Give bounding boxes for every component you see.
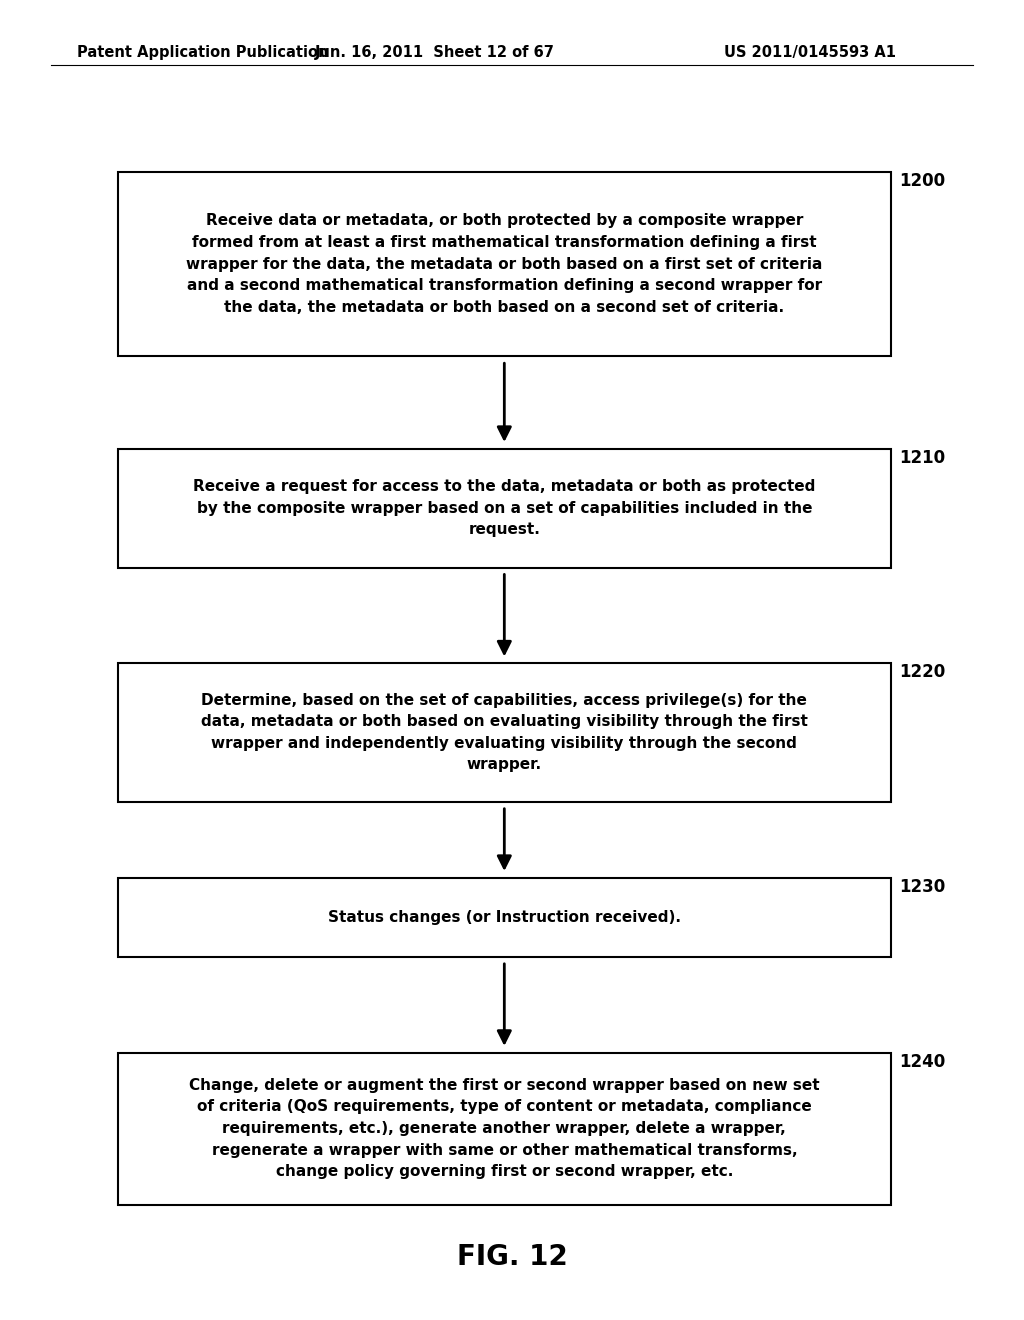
Text: Determine, based on the set of capabilities, access privilege(s) for the
data, m: Determine, based on the set of capabilit… <box>201 693 808 772</box>
Text: 1220: 1220 <box>899 663 945 681</box>
Text: Patent Application Publication: Patent Application Publication <box>77 45 329 61</box>
Text: Change, delete or augment the first or second wrapper based on new set
of criter: Change, delete or augment the first or s… <box>189 1078 819 1179</box>
Text: US 2011/0145593 A1: US 2011/0145593 A1 <box>724 45 896 61</box>
FancyBboxPatch shape <box>118 172 891 356</box>
Text: 1230: 1230 <box>899 878 945 896</box>
Text: 1200: 1200 <box>899 172 945 190</box>
FancyBboxPatch shape <box>118 449 891 568</box>
FancyBboxPatch shape <box>118 663 891 801</box>
Text: Receive a request for access to the data, metadata or both as protected
by the c: Receive a request for access to the data… <box>194 479 815 537</box>
FancyBboxPatch shape <box>118 878 891 957</box>
Text: Receive data or metadata, or both protected by a composite wrapper
formed from a: Receive data or metadata, or both protec… <box>186 214 822 314</box>
Text: 1240: 1240 <box>899 1053 945 1071</box>
Text: 1210: 1210 <box>899 449 945 467</box>
Text: FIG. 12: FIG. 12 <box>457 1242 567 1271</box>
Text: Status changes (or Instruction received).: Status changes (or Instruction received)… <box>328 909 681 925</box>
FancyBboxPatch shape <box>118 1053 891 1204</box>
Text: Jun. 16, 2011  Sheet 12 of 67: Jun. 16, 2011 Sheet 12 of 67 <box>315 45 555 61</box>
